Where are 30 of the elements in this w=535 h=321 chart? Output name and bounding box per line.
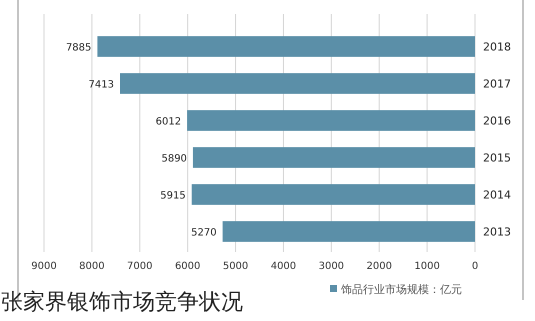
x-tick-label: 2000: [366, 261, 392, 272]
data-label: 6012: [156, 116, 182, 128]
data-label: 5890: [161, 154, 187, 164]
x-tick-label: 5000: [222, 261, 248, 272]
x-tick-label: 4000: [270, 261, 296, 272]
x-tick-label: 8000: [79, 261, 105, 272]
x-tick-label: 6000: [174, 261, 200, 272]
y-tick-label: 2014: [483, 188, 511, 202]
y-tick-label: 2016: [483, 114, 511, 128]
bar: [120, 73, 475, 94]
text: 张家界银饰市场竞争状况: [1, 290, 243, 315]
bar: [192, 184, 475, 205]
y-tick-label: 2018: [483, 40, 511, 54]
x-tick-label: 7000: [127, 261, 153, 272]
x-tick-label: 9000: [31, 261, 57, 272]
y-tick-label: 2013: [483, 226, 511, 238]
legend-label: 饰品行业市场规模：亿元: [340, 283, 462, 296]
data-label: 7413: [88, 80, 114, 90]
bar: [192, 147, 475, 168]
data-label: 5915: [160, 190, 186, 202]
data-label: 5270: [191, 228, 217, 238]
bar: [187, 110, 475, 131]
data-label: 7885: [66, 42, 92, 54]
y-tick-label: 2017: [483, 78, 511, 90]
x-tick-label: 1000: [414, 261, 440, 272]
x-tick-label: 3000: [318, 261, 344, 272]
bar: [97, 36, 475, 57]
bar: [222, 221, 475, 242]
y-tick-label: 2015: [483, 152, 511, 164]
x-tick-label: 0: [472, 261, 478, 272]
